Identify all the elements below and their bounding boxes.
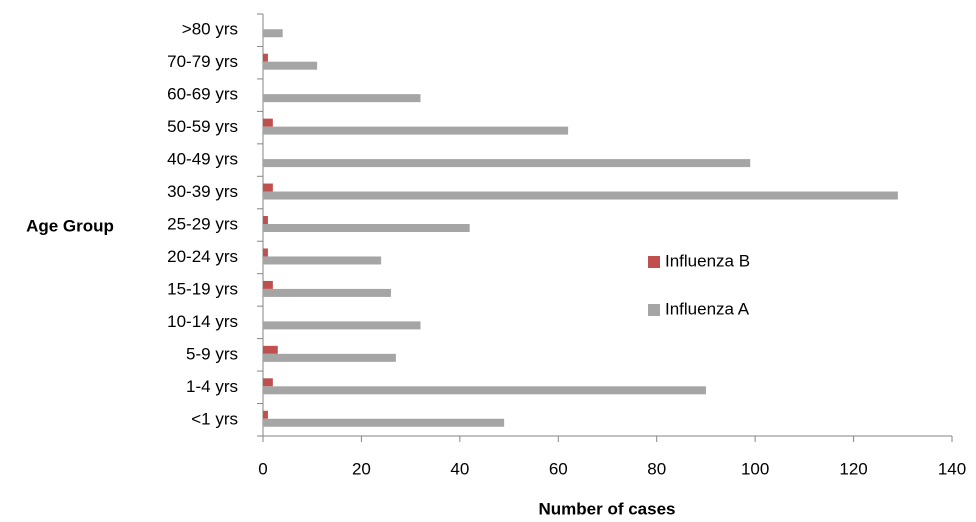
- legend-swatch: [648, 304, 660, 316]
- legend-label: Influenza A: [665, 299, 750, 318]
- bar: [263, 118, 273, 127]
- bar: [263, 345, 278, 354]
- bar: [263, 378, 273, 387]
- bar: [263, 418, 505, 427]
- bar: [263, 386, 706, 395]
- x-tick-label: 120: [839, 459, 867, 478]
- x-tick-label: 140: [938, 459, 966, 478]
- bar: [263, 256, 382, 265]
- y-tick-label: <1 yrs: [191, 409, 238, 428]
- y-tick-label: 1-4 yrs: [186, 377, 238, 396]
- bar: [263, 183, 273, 192]
- bar: [263, 159, 751, 168]
- y-tick-label: 10-14 yrs: [167, 312, 238, 331]
- bar: [263, 94, 421, 103]
- y-tick-label: 50-59 yrs: [167, 117, 238, 136]
- bar: [263, 191, 898, 200]
- legend-label: Influenza B: [665, 251, 750, 270]
- bar: [263, 280, 273, 289]
- bar: [263, 126, 569, 135]
- x-axis-title: Number of cases: [539, 499, 676, 518]
- y-tick-label: 60-69 yrs: [167, 85, 238, 104]
- x-tick-label: 20: [352, 459, 371, 478]
- y-tick-label: 70-79 yrs: [167, 52, 238, 71]
- bar: [263, 61, 318, 70]
- bar: [263, 216, 268, 224]
- y-tick-label: 20-24 yrs: [167, 247, 238, 266]
- bar: [263, 353, 396, 362]
- legend-swatch: [648, 256, 660, 268]
- x-tick-label: 80: [647, 459, 666, 478]
- x-tick-label: 40: [450, 459, 469, 478]
- y-tick-label: 40-49 yrs: [167, 150, 238, 169]
- bar: [263, 410, 268, 419]
- bar: [263, 224, 470, 232]
- bar: [263, 248, 268, 257]
- y-axis-title: Age Group: [26, 216, 114, 235]
- bar: [263, 53, 268, 62]
- x-tick-label: 0: [258, 459, 267, 478]
- x-tick-label: 60: [549, 459, 568, 478]
- bar: [263, 29, 283, 38]
- bar: [263, 321, 421, 330]
- y-tick-label: 30-39 yrs: [167, 182, 238, 201]
- y-tick-label: 5-9 yrs: [186, 344, 238, 363]
- y-tick-label: 25-29 yrs: [167, 214, 238, 233]
- x-tick-label: 100: [741, 459, 769, 478]
- y-tick-label: >80 yrs: [182, 20, 238, 39]
- y-tick-label: 15-19 yrs: [167, 279, 238, 298]
- bar: [263, 288, 391, 297]
